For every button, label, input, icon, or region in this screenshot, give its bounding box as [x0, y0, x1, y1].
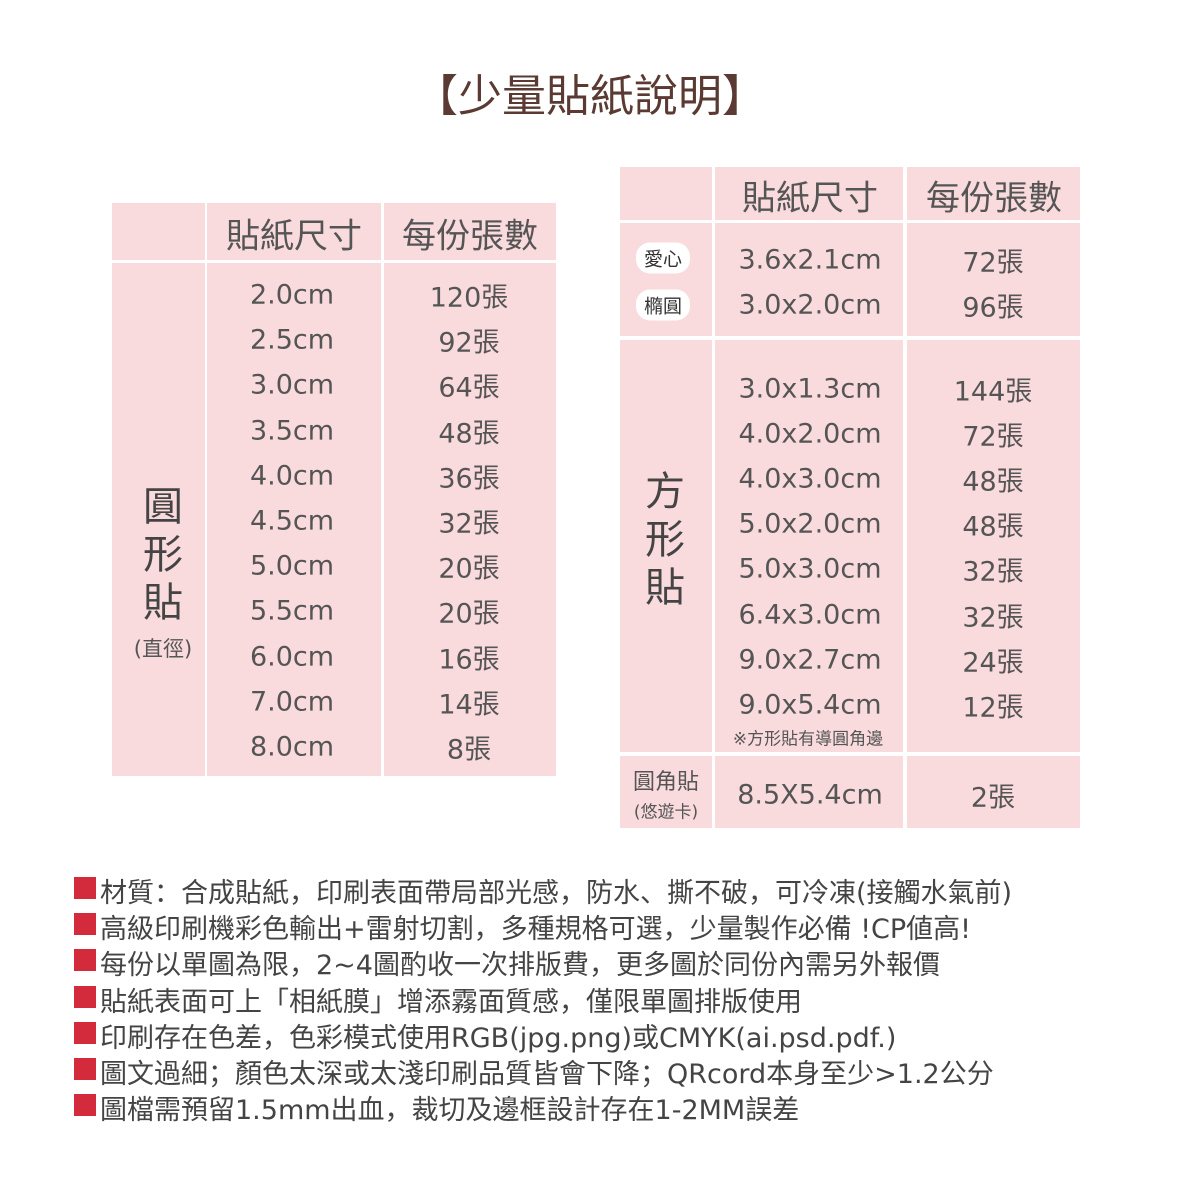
shape-label: 橢圓 [635, 289, 691, 321]
count-cell: 20張 [438, 598, 500, 630]
count-cell: 120張 [429, 282, 509, 314]
size-cell: 3.0x2.0cm [738, 289, 882, 321]
header-cell: 貼紙尺寸 [742, 178, 878, 219]
count-cell: 92張 [438, 327, 500, 359]
size-cell: 4.0x2.0cm [738, 418, 882, 450]
count-cell: 20張 [438, 553, 500, 585]
table-cell [907, 223, 1080, 336]
count-cell: 32張 [962, 602, 1024, 633]
row-label: 圓角貼 [632, 770, 700, 795]
table-cell [715, 167, 903, 220]
note: 材質：合成貼紙，印刷表面帶局部光感，防水、撕不破，可冷凍(接觸水氣前) [100, 878, 1013, 909]
table-cell [620, 756, 712, 828]
count-cell: 24張 [962, 647, 1024, 679]
table-cell [384, 203, 556, 260]
table-cell [715, 340, 903, 752]
size-cell: 2.0cm [249, 279, 335, 311]
bullet [74, 1094, 96, 1117]
count-cell: 36張 [438, 463, 500, 495]
table-cell [715, 756, 903, 828]
table-cell [907, 340, 1080, 752]
size-cell: 9.0x2.7cm [738, 644, 882, 676]
header-cell: 每份張數 [926, 178, 1062, 219]
count-cell: 48張 [962, 511, 1024, 543]
note: 圖文過細；顏色太深或太淺印刷品質皆會下降；QRcord本身至少>1.2公分 [100, 1059, 994, 1090]
bullet [74, 1058, 96, 1080]
table-cell [907, 756, 1080, 828]
bullet [74, 949, 96, 972]
count-cell: 72張 [962, 247, 1024, 279]
header-cell: 貼紙尺寸 [226, 216, 362, 257]
footnote: ※方形貼有導圓角邊 [732, 729, 884, 750]
count-cell: 2張 [970, 782, 1016, 814]
size-cell: 8.0cm [249, 731, 335, 763]
size-cell: 6.0cm [249, 641, 335, 673]
bullet [74, 985, 96, 1008]
shape-label: 愛心 [635, 242, 691, 274]
row-note: (直徑) [133, 637, 193, 661]
count-cell: 144張 [953, 376, 1033, 408]
size-cell: 8.5X5.4cm [737, 779, 883, 811]
table-cell [112, 263, 205, 776]
table-cell [207, 263, 381, 776]
note: 印刷存在色差，色彩模式使用RGB(jpg.png)或CMYK(ai.psd.pd… [100, 1022, 897, 1054]
table-cell [207, 203, 381, 260]
count-cell: 64張 [438, 372, 500, 404]
table-cell [715, 223, 903, 336]
size-cell: 5.0cm [249, 550, 335, 582]
size-cell: 9.0x5.4cm [738, 689, 882, 721]
size-cell: 3.5cm [249, 415, 335, 447]
table-cell [112, 203, 205, 260]
size-cell: 6.4x3.0cm [738, 599, 882, 630]
count-cell: 48張 [438, 418, 500, 450]
bullet [74, 1021, 96, 1044]
table-cell [620, 340, 712, 752]
size-cell: 4.0cm [249, 460, 335, 492]
count-cell: 16張 [438, 644, 500, 676]
row-label: 圓形貼 [143, 484, 183, 626]
table-cell [907, 167, 1080, 220]
size-cell: 3.6x2.1cm [738, 244, 882, 276]
size-cell: 4.0x3.0cm [738, 463, 882, 495]
row-note: (悠遊卡) [633, 802, 699, 823]
count-cell: 12張 [962, 692, 1024, 724]
bullet [74, 913, 96, 936]
count-cell: 72張 [962, 421, 1024, 453]
header-cell: 每份張數 [402, 216, 538, 257]
size-cell: 5.0x2.0cm [738, 508, 882, 540]
size-cell: 4.5cm [249, 505, 335, 537]
note: 圖檔需預留1.5mm出血，裁切及邊框設計存在1-2MM誤差 [100, 1095, 800, 1127]
note: 貼紙表面可上「相紙膜」增添霧面質感，僅限單圖排版使用 [100, 986, 802, 1018]
size-cell: 3.0cm [249, 369, 335, 401]
count-cell: 8張 [446, 734, 492, 766]
count-cell: 96張 [962, 292, 1024, 324]
size-cell: 3.0x1.3cm [738, 373, 882, 405]
count-cell: 32張 [962, 556, 1024, 588]
count-cell: 32張 [438, 508, 500, 540]
size-cell: 5.5cm [249, 595, 335, 627]
count-cell: 48張 [962, 466, 1024, 498]
count-cell: 14張 [438, 689, 500, 721]
size-cell: 7.0cm [249, 686, 335, 718]
size-cell: 2.5cm [249, 324, 335, 356]
row-label: 方形貼 [645, 469, 685, 611]
table-cell [384, 263, 556, 776]
note: 每份以單圖為限，2~4圖酌收一次排版費，更多圖於同份內需另外報價 [100, 950, 940, 982]
title: 【少量貼紙說明】 [414, 71, 766, 122]
size-cell: 5.0x3.0cm [738, 553, 882, 585]
note: 高級印刷機彩色輸出+雷射切割，多種規格可選，少量製作必備 !CP値高! [100, 914, 971, 946]
bullet [74, 877, 96, 899]
table-cell [620, 167, 712, 220]
